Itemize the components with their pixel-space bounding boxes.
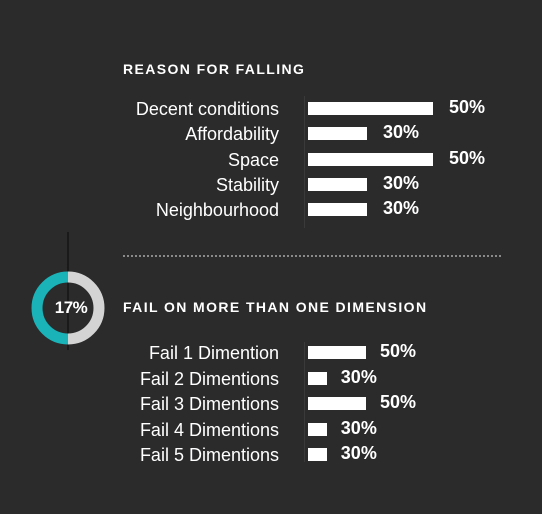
- bar-label: Fail 3 Dimentions: [139, 394, 279, 415]
- bar-value-label: 50%: [380, 341, 417, 361]
- donut-svg: [31, 232, 105, 350]
- bar: [308, 152, 433, 166]
- donut-value-label: 17%: [54, 298, 88, 317]
- bar-label: Neighbourhood: [155, 200, 279, 221]
- bar: [308, 397, 366, 411]
- bar-label: Fail 2 Dimentions: [139, 368, 279, 389]
- bar-label: Decent conditions: [135, 99, 279, 119]
- bar: [308, 448, 327, 462]
- donut-chart: [30, 232, 115, 350]
- bar-chart-axis-line-2: [304, 342, 305, 462]
- bar-value-label: 30%: [383, 122, 420, 143]
- donut-segment-remainder: [67, 271, 105, 345]
- bar: [308, 203, 367, 217]
- bar-label: Fail 4 Dimentions: [139, 419, 279, 440]
- bar: [308, 371, 327, 385]
- bar-value-label: 50%: [380, 392, 417, 413]
- bar-value-label: 30%: [383, 172, 420, 193]
- section-divider: [123, 255, 501, 257]
- bar-value-label: 50%: [449, 147, 486, 168]
- bar: [308, 127, 367, 141]
- bar-label: Space: [227, 149, 279, 170]
- bar-value-label: 30%: [383, 198, 420, 219]
- bar-value-label: 30%: [340, 366, 377, 387]
- bar: [308, 177, 367, 191]
- bar-label: Affordability: [185, 124, 279, 145]
- bar-label: Stability: [215, 174, 279, 195]
- bar-value-label: 30%: [340, 443, 377, 464]
- bar: [308, 346, 366, 359]
- donut-segment-value: [31, 271, 69, 345]
- bar-label: Fail 5 Dimentions: [139, 445, 279, 466]
- bar-value-label: 50%: [449, 97, 486, 117]
- bar: [308, 102, 433, 115]
- bar-label: Fail 1 Dimention: [148, 343, 279, 363]
- chart-title-fail-dimensions: FAIL ON MORE THAN ONE DIMENSION: [123, 299, 428, 315]
- bar: [308, 422, 327, 436]
- bar-chart-axis-line: [304, 96, 305, 228]
- chart-title-reason-for-falling: REASON FOR FALLING: [123, 61, 306, 77]
- bar-value-label: 30%: [340, 417, 377, 438]
